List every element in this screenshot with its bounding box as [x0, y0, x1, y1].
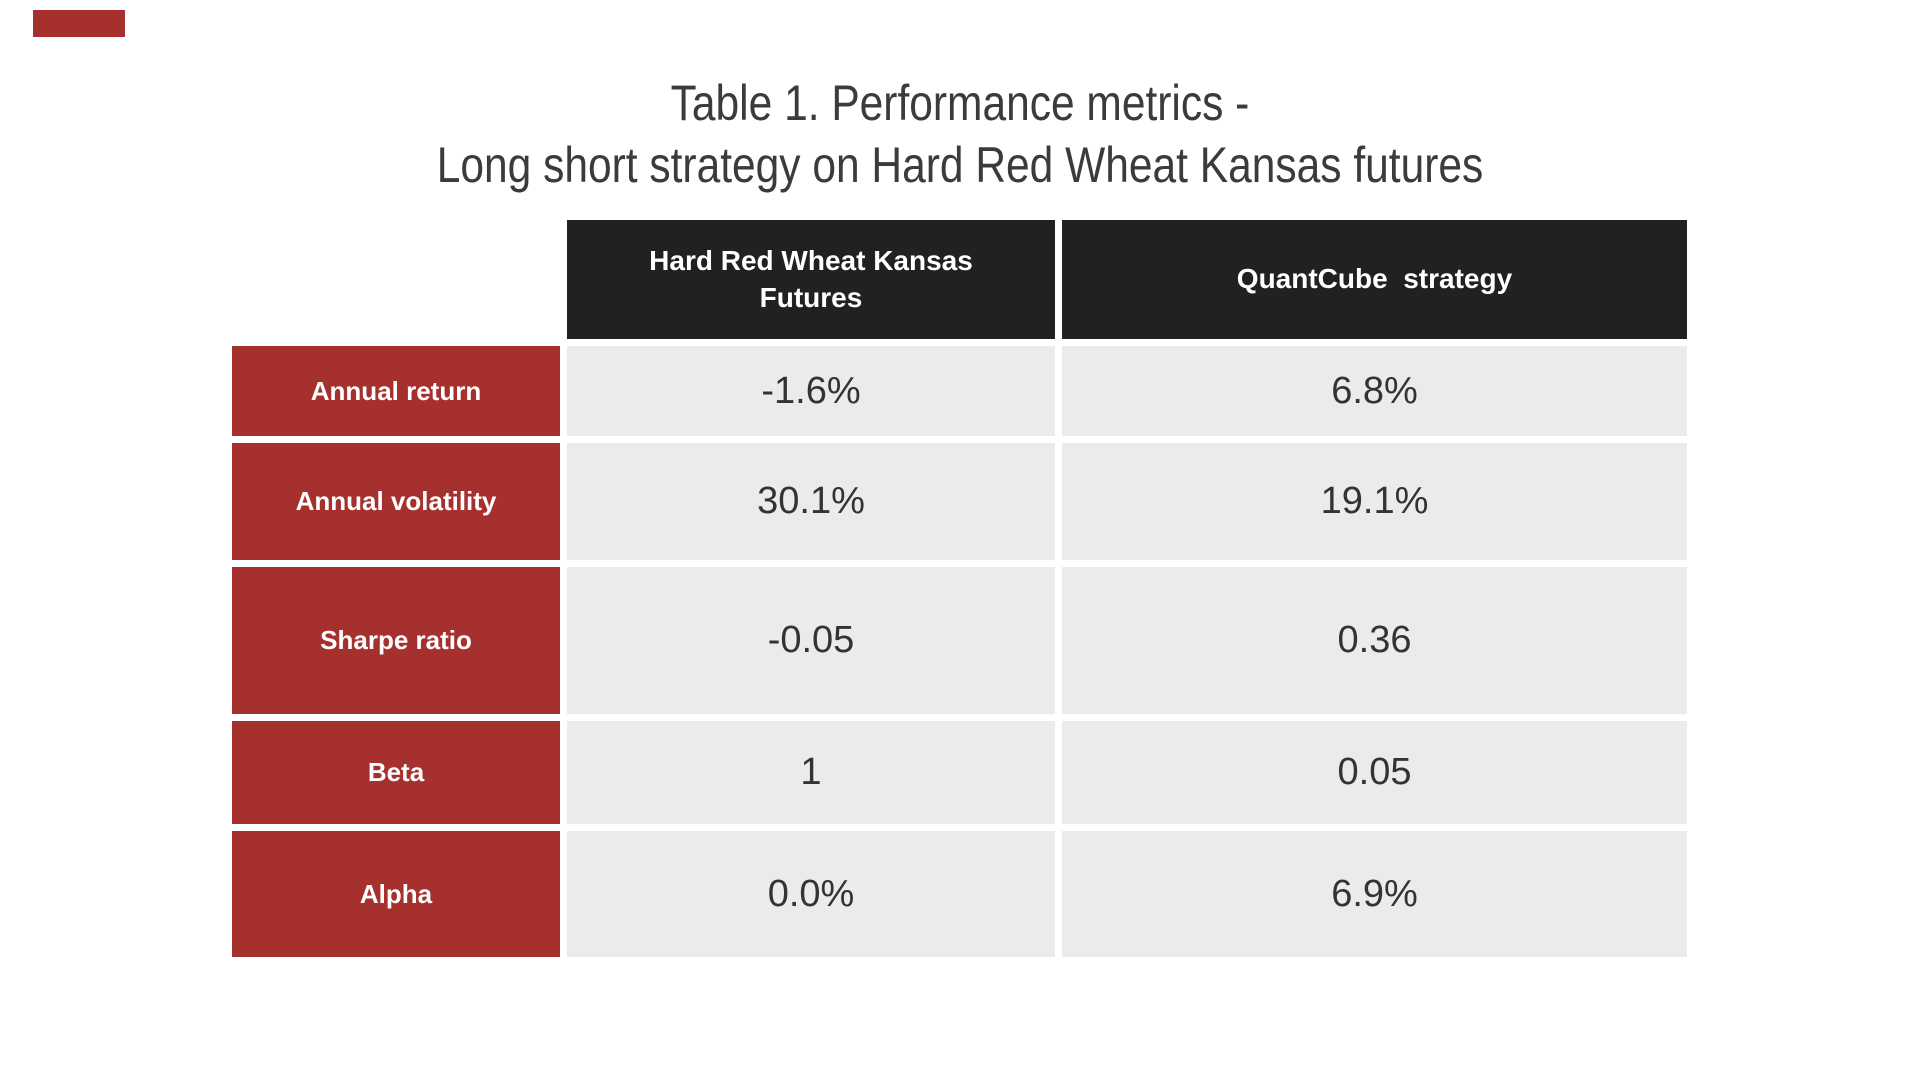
row-label-text: Annual return — [310, 375, 482, 406]
cell-value-text: 6.8% — [1331, 369, 1418, 412]
performance-metrics-table: Hard Red Wheat Kansas Futures QuantCube … — [232, 220, 1687, 957]
col-header-strategy: QuantCube strategy — [1062, 220, 1687, 339]
cell-alpha-futures: 0.0% — [567, 831, 1055, 957]
row-label-text: Sharpe ratio — [320, 625, 472, 655]
cell-value-text: -1.6% — [761, 369, 861, 412]
table-title-line-1: Table 1. Performance metrics - — [670, 75, 1250, 131]
header-empty-corner — [232, 220, 560, 339]
cell-value-text: 19.1% — [1320, 480, 1429, 522]
cell-beta-strategy: 0.05 — [1062, 721, 1687, 824]
col-header-futures: Hard Red Wheat Kansas Futures — [567, 220, 1055, 339]
col-header-futures-label: Hard Red Wheat Kansas Futures — [649, 244, 973, 313]
row-label-annual-volatility: Annual volatility — [232, 443, 560, 560]
row-label-text: Annual volatility — [295, 486, 497, 516]
cell-annual-volatility-strategy: 19.1% — [1062, 443, 1687, 560]
cell-value-text: 0.0% — [767, 872, 855, 915]
cell-beta-futures: 1 — [567, 721, 1055, 824]
row-label-annual-return: Annual return — [232, 346, 560, 436]
cell-value-text: 30.1% — [757, 480, 865, 522]
row-label-text: Beta — [367, 757, 425, 787]
cell-sharpe-ratio-strategy: 0.36 — [1062, 567, 1687, 714]
cell-annual-volatility-futures: 30.1% — [567, 443, 1055, 560]
col-header-strategy-label: QuantCube strategy — [1236, 263, 1513, 295]
row-label-beta: Beta — [232, 721, 560, 824]
cell-value-text: 0.36 — [1337, 619, 1412, 661]
cell-value-text: 0.05 — [1337, 751, 1412, 793]
row-label-text: Alpha — [359, 878, 433, 909]
row-label-alpha: Alpha — [232, 831, 560, 957]
cell-annual-return-strategy: 6.8% — [1062, 346, 1687, 436]
table-title: Table 1. Performance metrics - Long shor… — [0, 72, 1920, 196]
row-label-sharpe-ratio: Sharpe ratio — [232, 567, 560, 714]
brand-mark — [33, 10, 125, 37]
cell-value-text: 1 — [800, 751, 822, 793]
cell-alpha-strategy: 6.9% — [1062, 831, 1687, 957]
cell-sharpe-ratio-futures: -0.05 — [567, 567, 1055, 714]
cell-value-text: 6.9% — [1331, 872, 1418, 915]
cell-value-text: -0.05 — [767, 619, 855, 661]
cell-annual-return-futures: -1.6% — [567, 346, 1055, 436]
table-title-line-2: Long short strategy on Hard Red Wheat Ka… — [436, 137, 1484, 193]
